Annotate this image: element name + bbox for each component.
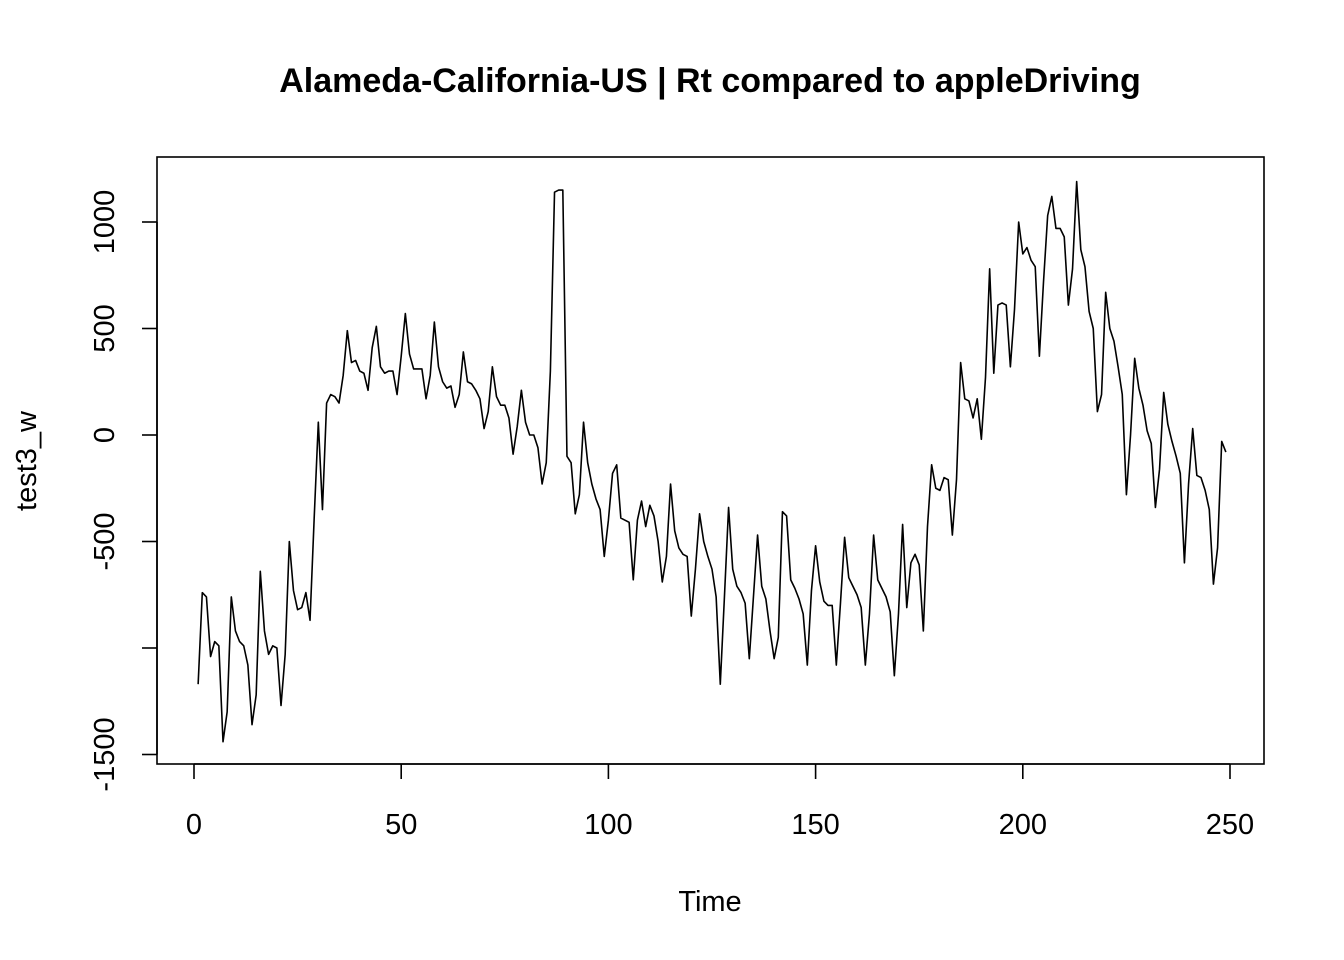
x-tick-label: 150 xyxy=(791,809,839,841)
x-tick-label: 50 xyxy=(385,809,417,841)
y-axis-label: test3_w xyxy=(11,410,43,511)
y-tick-label: -1500 xyxy=(89,717,121,791)
y-tick-label: 500 xyxy=(89,304,121,352)
y-tick-label: 1000 xyxy=(89,190,121,255)
chart-title: Alameda-California-US | Rt compared to a… xyxy=(279,62,1141,100)
x-tick-label: 250 xyxy=(1206,809,1254,841)
plot-frame xyxy=(156,156,1265,765)
x-tick-label: 0 xyxy=(186,809,202,841)
x-axis-label: Time xyxy=(678,886,741,918)
y-axis: -1500 -500 0 500 1000 xyxy=(89,190,158,792)
y-tick-label: 0 xyxy=(89,427,121,443)
x-tick-label: 200 xyxy=(999,809,1047,841)
x-tick-label: 100 xyxy=(584,809,632,841)
series-line xyxy=(197,180,1227,743)
y-tick-label: -500 xyxy=(89,512,121,570)
x-axis: 0 50 100 150 200 250 xyxy=(186,763,1254,841)
